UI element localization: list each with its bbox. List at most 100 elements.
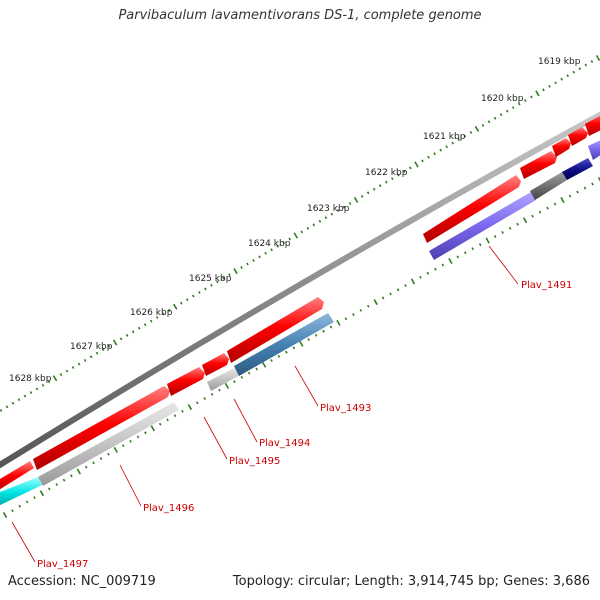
- ruler-tick: [385, 180, 388, 184]
- ruler-label: 1621 kbp: [423, 132, 466, 142]
- ruler-tick: [18, 504, 22, 508]
- ruler-tick: [366, 304, 370, 308]
- genome-summary: Topology: circular; Length: 3,914,745 bp…: [232, 574, 590, 589]
- ruler-tick: [167, 308, 171, 312]
- gene-labels: Plav_1491 Plav_1493 Plav_1494 Plav_1495 …: [37, 280, 572, 570]
- ruler-tick: [397, 173, 400, 177]
- leader-line: [119, 464, 142, 507]
- ruler-tick: [441, 263, 445, 267]
- ruler-tick: [478, 243, 482, 247]
- ruler-tick: [149, 319, 153, 323]
- ruler-tick: [501, 230, 504, 234]
- cds-plav-1497: [0, 477, 42, 506]
- ruler-tick: [560, 77, 563, 81]
- ruler-tick: [270, 248, 273, 252]
- ruler-label: 1626 kbp: [130, 308, 173, 318]
- ruler-tick: [524, 99, 527, 102]
- ruler-tick: [584, 63, 588, 67]
- ruler-tick: [204, 287, 207, 291]
- ruler-tick: [240, 375, 244, 379]
- ruler-tick: [186, 298, 189, 302]
- ruler-tick: [372, 187, 376, 191]
- ruler-tick: [121, 444, 125, 448]
- ruler-label: 1620 kbp: [481, 94, 524, 104]
- gene-label-plav-1494[interactable]: Plav_1494: [259, 438, 310, 449]
- ruler-tick: [2, 512, 8, 518]
- ruler-tick: [198, 291, 201, 294]
- ruler-tick: [282, 241, 285, 245]
- ruler-tick: [456, 255, 460, 259]
- ruler-tick: [255, 367, 258, 371]
- ruler-tick: [92, 461, 95, 465]
- ruler-tick: [107, 344, 111, 348]
- ruler-tick: [113, 446, 118, 453]
- gene-label-plav-1491[interactable]: Plav_1491: [521, 280, 572, 291]
- ruler-tick: [414, 161, 419, 168]
- cds-plav-1494: [207, 367, 240, 391]
- ruler-tick: [155, 316, 159, 319]
- gene-label-plav-1495[interactable]: Plav_1495: [229, 456, 280, 467]
- ruler-tick: [62, 478, 66, 482]
- ruler-tick: [445, 145, 448, 149]
- ruler-tick: [389, 292, 392, 296]
- cds-dark: [530, 172, 567, 200]
- ruler-tick: [508, 226, 512, 230]
- ruler-tick: [457, 138, 461, 141]
- ruler-tick: [150, 425, 155, 432]
- cds-forward: [0, 461, 34, 490]
- ruler-tick: [107, 452, 110, 456]
- ruler-labels: 1619 kbp 1620 kbp 1621 kbp 1622 kbp 1623…: [9, 57, 581, 384]
- ruler-tick: [258, 255, 261, 259]
- inner-ticks: [2, 177, 600, 518]
- ruler-label: 1619 kbp: [538, 57, 581, 67]
- ruler-tick: [84, 465, 88, 469]
- ruler-tick: [196, 401, 199, 405]
- ruler-tick: [125, 333, 129, 337]
- ruler-tick: [518, 102, 521, 106]
- ruler-tick: [511, 106, 515, 110]
- ruler-tick: [421, 159, 424, 163]
- ruler-tick: [427, 155, 430, 159]
- ruler-tick: [55, 483, 58, 486]
- ruler-tick: [572, 70, 576, 74]
- ruler-tick: [463, 134, 467, 138]
- map-title: Parvibaculum lavamentivorans DS-1, compl…: [118, 8, 482, 23]
- ruler-tick: [224, 382, 230, 389]
- gene-label-plav-1497[interactable]: Plav_1497: [37, 559, 88, 570]
- ruler-tick: [270, 359, 273, 362]
- ruler-tick: [233, 268, 238, 275]
- ruler-tick: [542, 88, 545, 92]
- ruler-tick: [41, 383, 45, 387]
- ruler-tick: [131, 330, 135, 334]
- ruler-tick: [285, 350, 288, 354]
- cds-forward: [568, 127, 588, 146]
- reverse-strand: [0, 140, 600, 506]
- gene-label-plav-1496[interactable]: Plav_1496: [143, 503, 194, 514]
- ruler-tick: [448, 257, 453, 264]
- ruler-tick: [240, 266, 243, 269]
- ruler-tick: [499, 113, 503, 117]
- ruler-tick: [578, 67, 582, 71]
- ruler-tick: [203, 397, 206, 400]
- ruler-tick: [410, 278, 416, 285]
- ruler-tick: [83, 358, 87, 362]
- ruler-tick: [391, 177, 394, 181]
- ruler-tick: [35, 387, 39, 391]
- ruler-tick: [471, 247, 475, 251]
- ruler-tick: [396, 288, 400, 292]
- cds-forward: [227, 297, 324, 363]
- ruler-tick: [29, 391, 33, 394]
- ruler-tick: [59, 373, 63, 377]
- ruler-tick: [247, 371, 251, 375]
- ruler-tick: [119, 337, 123, 341]
- ruler-tick: [404, 284, 407, 287]
- cds-plav-1493: [234, 313, 334, 376]
- leader-line: [233, 398, 258, 443]
- ruler-tick: [353, 196, 359, 203]
- ruler-tick: [143, 323, 147, 327]
- ruler-tick: [77, 362, 81, 366]
- gene-label-plav-1493[interactable]: Plav_1493: [320, 403, 371, 414]
- ruler-tick: [342, 205, 346, 209]
